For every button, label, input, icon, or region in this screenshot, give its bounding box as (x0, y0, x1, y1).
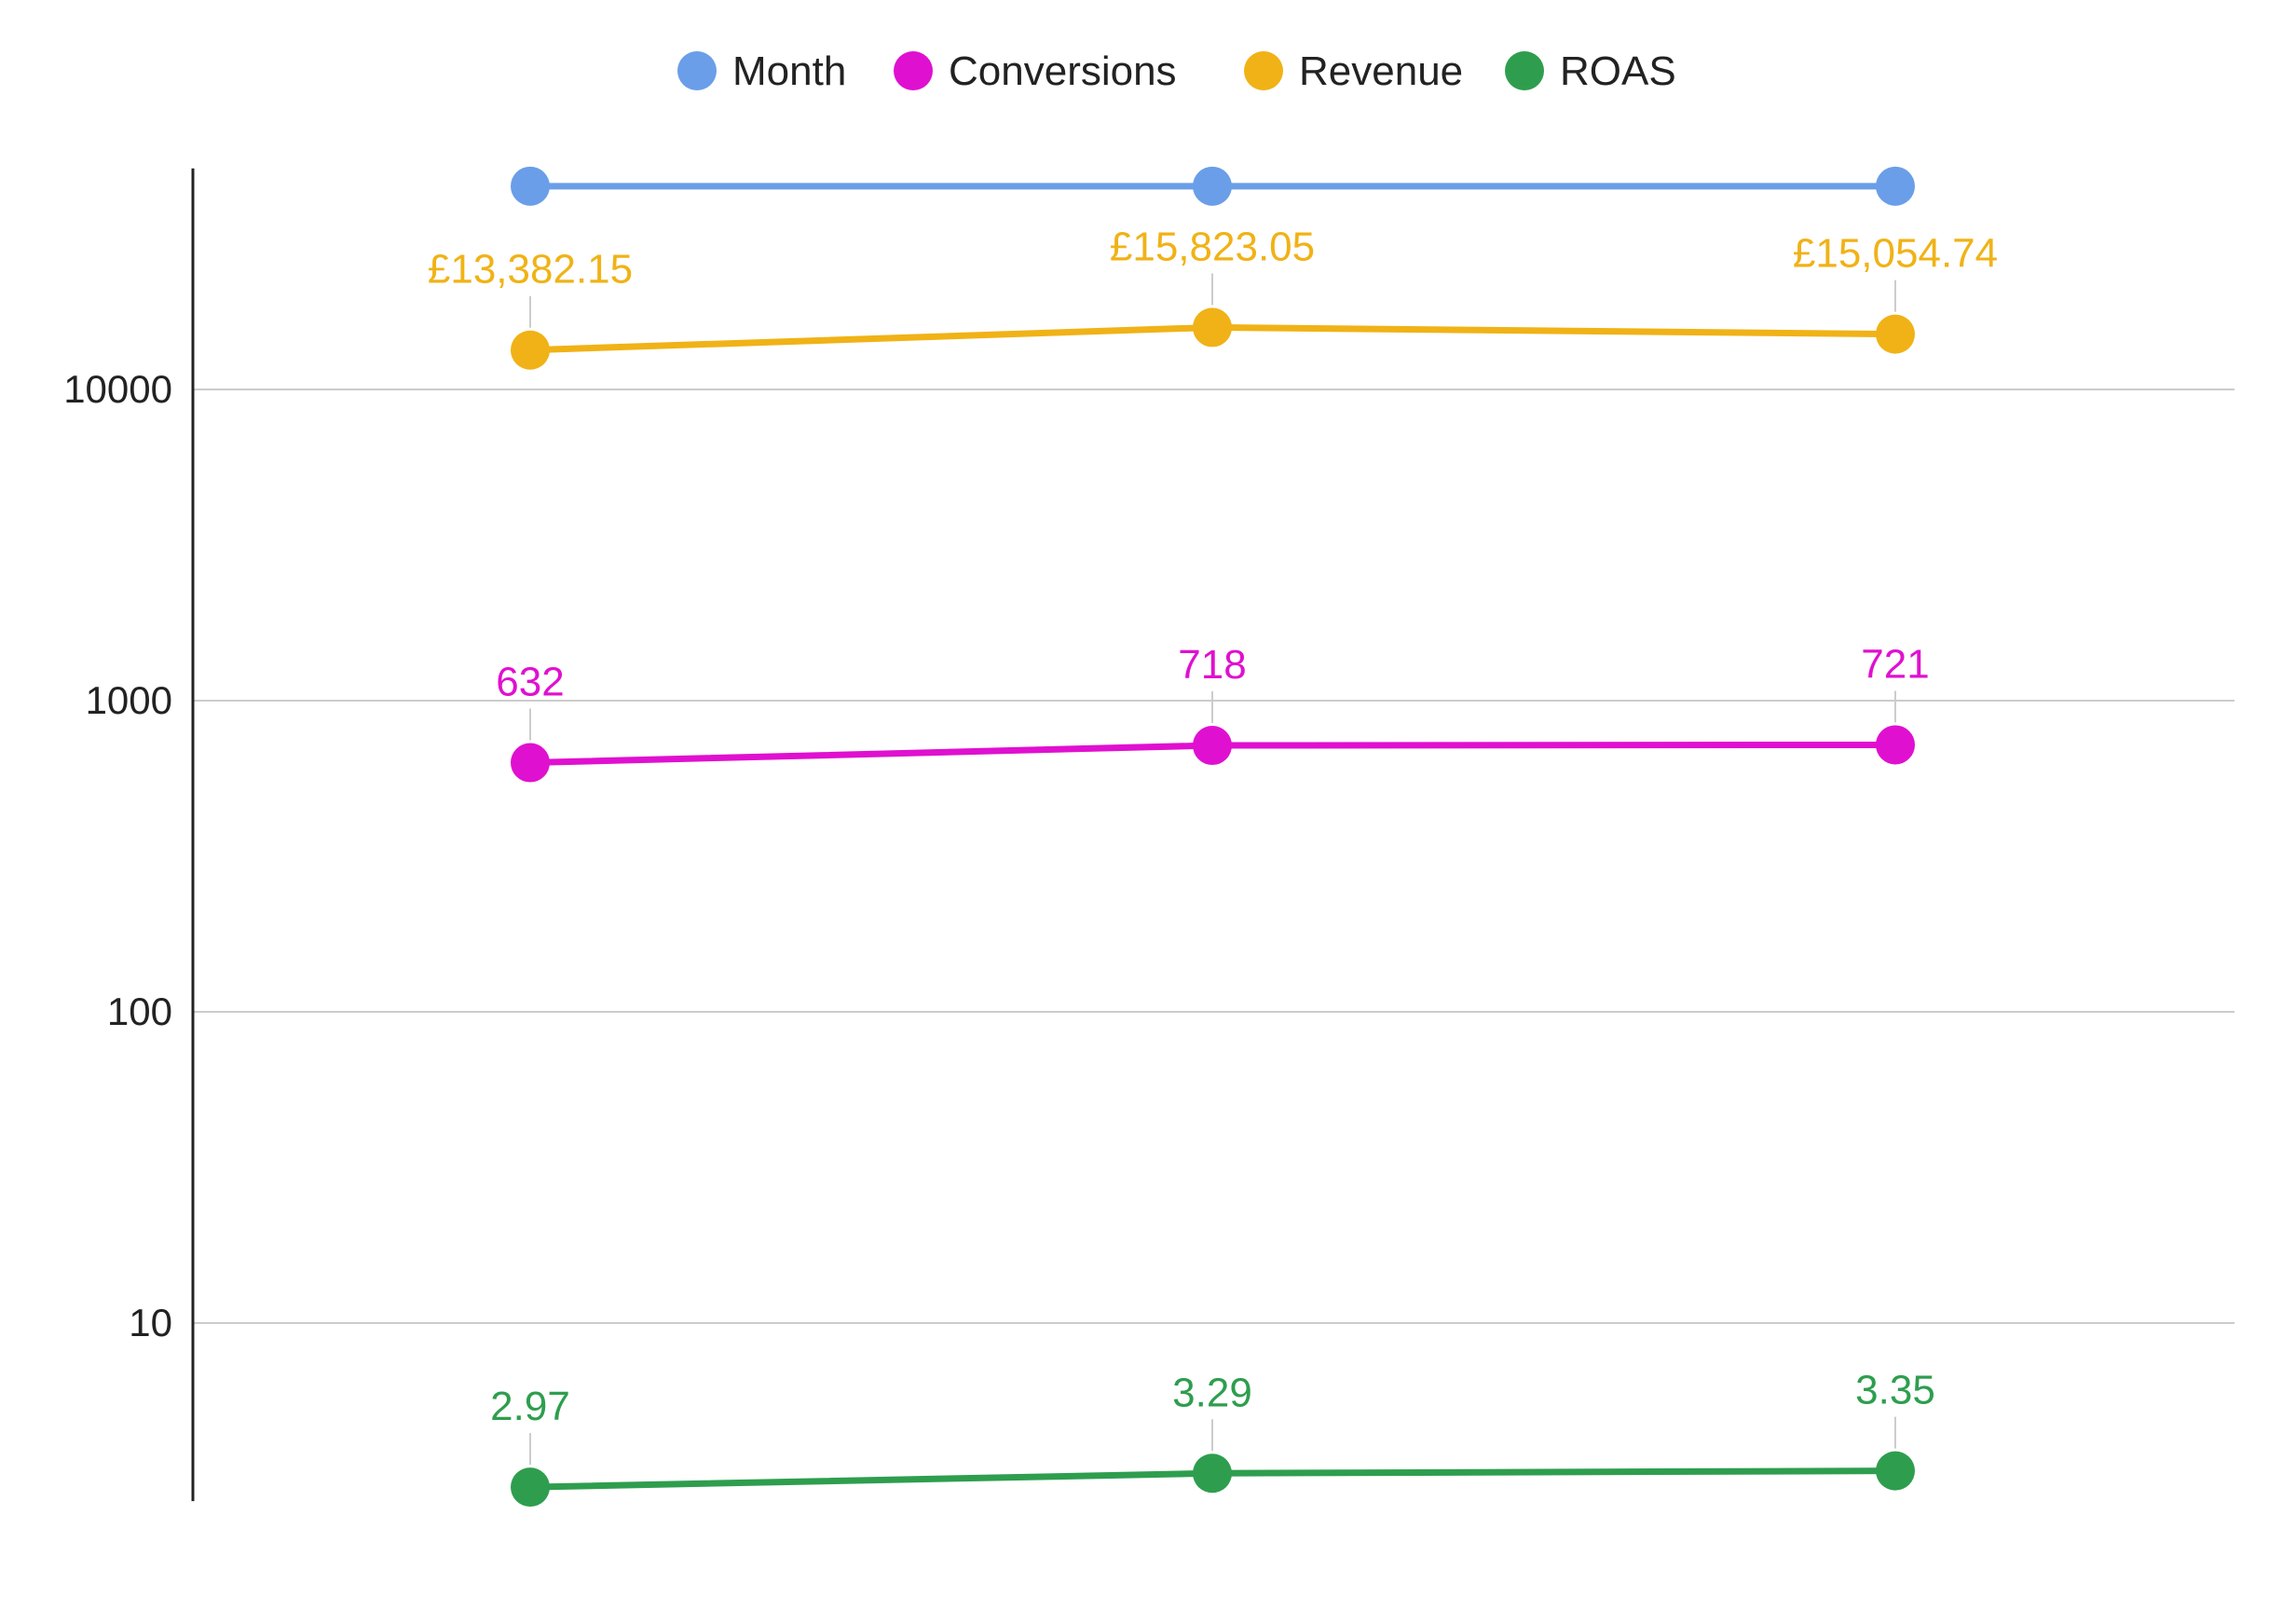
data-point-month[interactable] (1193, 166, 1232, 206)
series-conversions (511, 725, 1915, 783)
legend-item-revenue[interactable]: Revenue (1244, 48, 1463, 94)
data-label-revenue: £15,054.74 (1793, 231, 1998, 277)
data-label-conversions: 721 (1861, 641, 1929, 687)
data-point-roas[interactable] (1193, 1453, 1232, 1494)
data-label-conversions: 718 (1178, 642, 1246, 688)
y-tick-label: 10000 (63, 367, 172, 411)
data-point-conversions[interactable] (511, 743, 550, 783)
data-point-month[interactable] (511, 166, 550, 206)
y-tick-label: 10 (129, 1301, 172, 1344)
data-label-roas: 3.35 (1855, 1368, 1935, 1413)
y-tick-label: 1000 (86, 678, 172, 722)
y-axis: 10 100 1000 10000 (63, 168, 195, 1502)
data-point-revenue[interactable] (1876, 314, 1915, 354)
legend-label-revenue: Revenue (1299, 48, 1463, 94)
data-label-layer: 632 718 721 £13,382.15 £15,823.05 £15,054.74 2… (428, 224, 1998, 1466)
data-point-conversions[interactable] (1876, 725, 1915, 765)
legend-label-conversions: Conversions (949, 48, 1177, 94)
data-point-conversions[interactable] (1193, 726, 1232, 766)
gridlines (193, 389, 2234, 1324)
data-point-revenue[interactable] (1193, 307, 1232, 348)
data-point-roas[interactable] (1876, 1451, 1915, 1491)
legend-label-month: Month (732, 48, 846, 94)
series-roas (511, 1451, 1915, 1508)
legend-item-month[interactable]: Month (677, 48, 846, 94)
data-label-revenue: £15,823.05 (1110, 224, 1315, 269)
series-revenue (511, 307, 1915, 370)
data-label-conversions: 632 (496, 660, 564, 705)
legend: Month Conversions Revenue ROAS (677, 48, 1676, 94)
legend-item-roas[interactable]: ROAS (1505, 48, 1676, 94)
data-label-roas: 3.29 (1172, 1370, 1252, 1415)
legend-marker-conversions (894, 51, 933, 90)
series-layer (511, 166, 1915, 1508)
legend-label-roas: ROAS (1560, 48, 1676, 94)
legend-marker-month (677, 51, 717, 90)
data-point-roas[interactable] (511, 1467, 550, 1508)
legend-item-conversions[interactable]: Conversions (894, 48, 1177, 94)
data-point-revenue[interactable] (511, 330, 550, 370)
data-label-roas: 2.97 (490, 1384, 570, 1429)
y-tick-label: 100 (107, 989, 172, 1033)
series-month (511, 166, 1915, 206)
legend-marker-roas (1505, 51, 1544, 90)
data-label-revenue: £13,382.15 (428, 247, 633, 293)
data-point-month[interactable] (1876, 166, 1915, 206)
legend-marker-revenue (1244, 51, 1283, 90)
